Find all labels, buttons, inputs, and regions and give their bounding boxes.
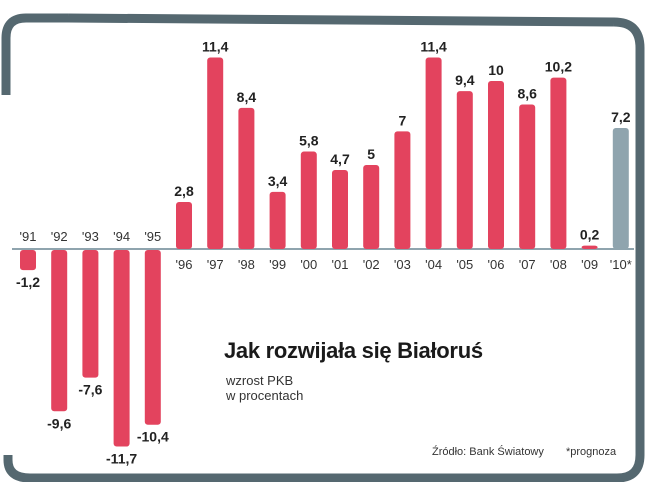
bar-9: [300, 151, 317, 249]
bar-16: [519, 104, 536, 250]
value-label-5: 2,8: [174, 183, 194, 199]
bar-7: [238, 107, 255, 249]
year-label-14: '05: [456, 257, 473, 272]
year-label-13: '04: [425, 257, 442, 272]
bar-13: [425, 57, 442, 250]
year-label-7: '98: [238, 257, 255, 272]
year-label-17: '08: [550, 257, 567, 272]
chart-subtitle: wzrost PKB w procentach: [226, 373, 303, 403]
bar-3: [113, 250, 130, 447]
value-label-14: 9,4: [455, 72, 475, 88]
year-label-5: '96: [176, 257, 193, 272]
year-label-10: '01: [332, 257, 349, 272]
subtitle-line-2: w procentach: [226, 388, 304, 403]
source-label: Źródło: Bank Światowy: [432, 446, 544, 458]
year-label-6: '97: [207, 257, 224, 272]
value-label-16: 8,6: [517, 86, 537, 102]
value-label-9: 5,8: [299, 133, 319, 149]
bar-6: [207, 57, 224, 250]
bar-19: [612, 128, 629, 249]
forecast-note: *prognoza: [566, 446, 617, 458]
year-label-18: '09: [581, 257, 598, 272]
value-label-8: 3,4: [268, 173, 288, 189]
value-label-12: 7: [399, 112, 407, 128]
year-label-3: '94: [113, 229, 130, 244]
value-label-7: 8,4: [237, 89, 257, 105]
bar-14: [456, 91, 473, 249]
value-label-13: 11,4: [420, 38, 447, 54]
value-label-10: 4,7: [330, 151, 350, 167]
year-label-4: '95: [144, 229, 161, 244]
bar-0: [20, 250, 36, 271]
bar-10: [332, 170, 348, 249]
year-label-11: '02: [363, 257, 380, 272]
bar-12: [394, 131, 411, 249]
value-label-18: 0,2: [580, 227, 600, 243]
year-label-1: '92: [51, 229, 68, 244]
year-label-0: '91: [20, 229, 37, 244]
year-label-19: '10*: [610, 257, 632, 272]
value-label-1: -9,6: [47, 415, 71, 431]
year-label-15: '06: [488, 257, 505, 272]
bar-11: [363, 165, 380, 249]
bar-2: [82, 250, 99, 378]
bar-5: [176, 201, 192, 249]
bar-15: [488, 81, 504, 249]
bar-4: [144, 250, 161, 425]
bar-17: [550, 77, 567, 249]
value-label-3: -11,7: [106, 451, 137, 467]
value-label-0: -1,2: [16, 274, 40, 290]
subtitle-line-1: wzrost PKB: [226, 373, 294, 388]
value-label-2: -7,6: [78, 382, 102, 398]
value-label-17: 10,2: [545, 59, 572, 75]
year-label-16: '07: [519, 257, 536, 272]
value-label-15: 10: [488, 62, 504, 78]
value-label-19: 7,2: [611, 109, 631, 125]
bar-1: [51, 250, 68, 412]
year-label-12: '03: [394, 257, 411, 272]
year-label-2: '93: [82, 229, 99, 244]
value-label-11: 5: [367, 146, 375, 162]
year-label-8: '99: [269, 257, 286, 272]
value-label-6: 11,4: [202, 38, 229, 54]
bar-18: [581, 245, 598, 249]
year-label-9: '00: [300, 257, 317, 272]
bar-8: [269, 191, 286, 249]
value-label-4: -10,4: [137, 429, 169, 445]
chart-title: Jak rozwijała się Białoruś: [224, 338, 483, 363]
